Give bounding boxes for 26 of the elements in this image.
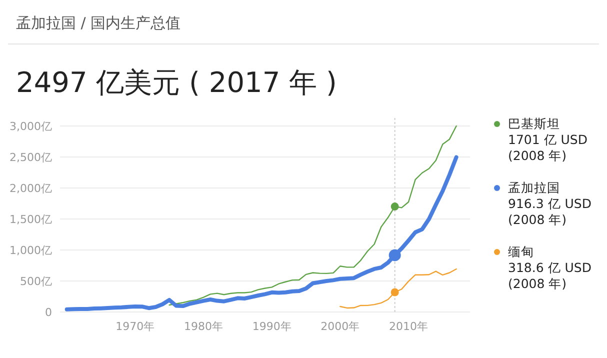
point	[390, 288, 399, 296]
y-tick-label: 2,500亿	[10, 151, 52, 164]
x-tick-label: 1970年	[116, 320, 155, 333]
legend-label: 巴基斯坦	[508, 116, 560, 131]
legend-label: 缅甸	[508, 244, 534, 259]
text: 916.3 亿 USD (2008 年)	[508, 196, 592, 227]
x-tick-label: 2010年	[389, 320, 428, 333]
point	[390, 202, 399, 211]
y-tick-label: 2,000亿	[10, 182, 52, 195]
line-series	[64, 155, 458, 312]
text: 318.6 亿 USD (2008 年)	[508, 260, 592, 291]
y-tick-label: 3,000亿	[10, 120, 52, 133]
y-tick-label: 0	[45, 306, 52, 319]
x-tick-label: 1990年	[252, 320, 292, 333]
line-series	[340, 268, 457, 309]
x-tick-label: 2000年	[320, 320, 360, 333]
y-tick-label: 1,500亿	[10, 213, 52, 226]
chart-title: 2497 亿美元 ( 2017 年 )	[16, 66, 337, 99]
legend-label: 孟加拉国	[508, 180, 560, 195]
line-series	[168, 125, 457, 306]
point	[388, 249, 401, 262]
chart-subtitle: 孟加拉国 / 国内生产总值	[16, 14, 181, 32]
y-tick-label: 500亿	[20, 275, 52, 288]
x-tick-label: 1980年	[184, 320, 223, 333]
text: 1701 亿 USD (2008 年)	[508, 132, 588, 163]
y-tick-label: 1,000亿	[10, 244, 52, 257]
